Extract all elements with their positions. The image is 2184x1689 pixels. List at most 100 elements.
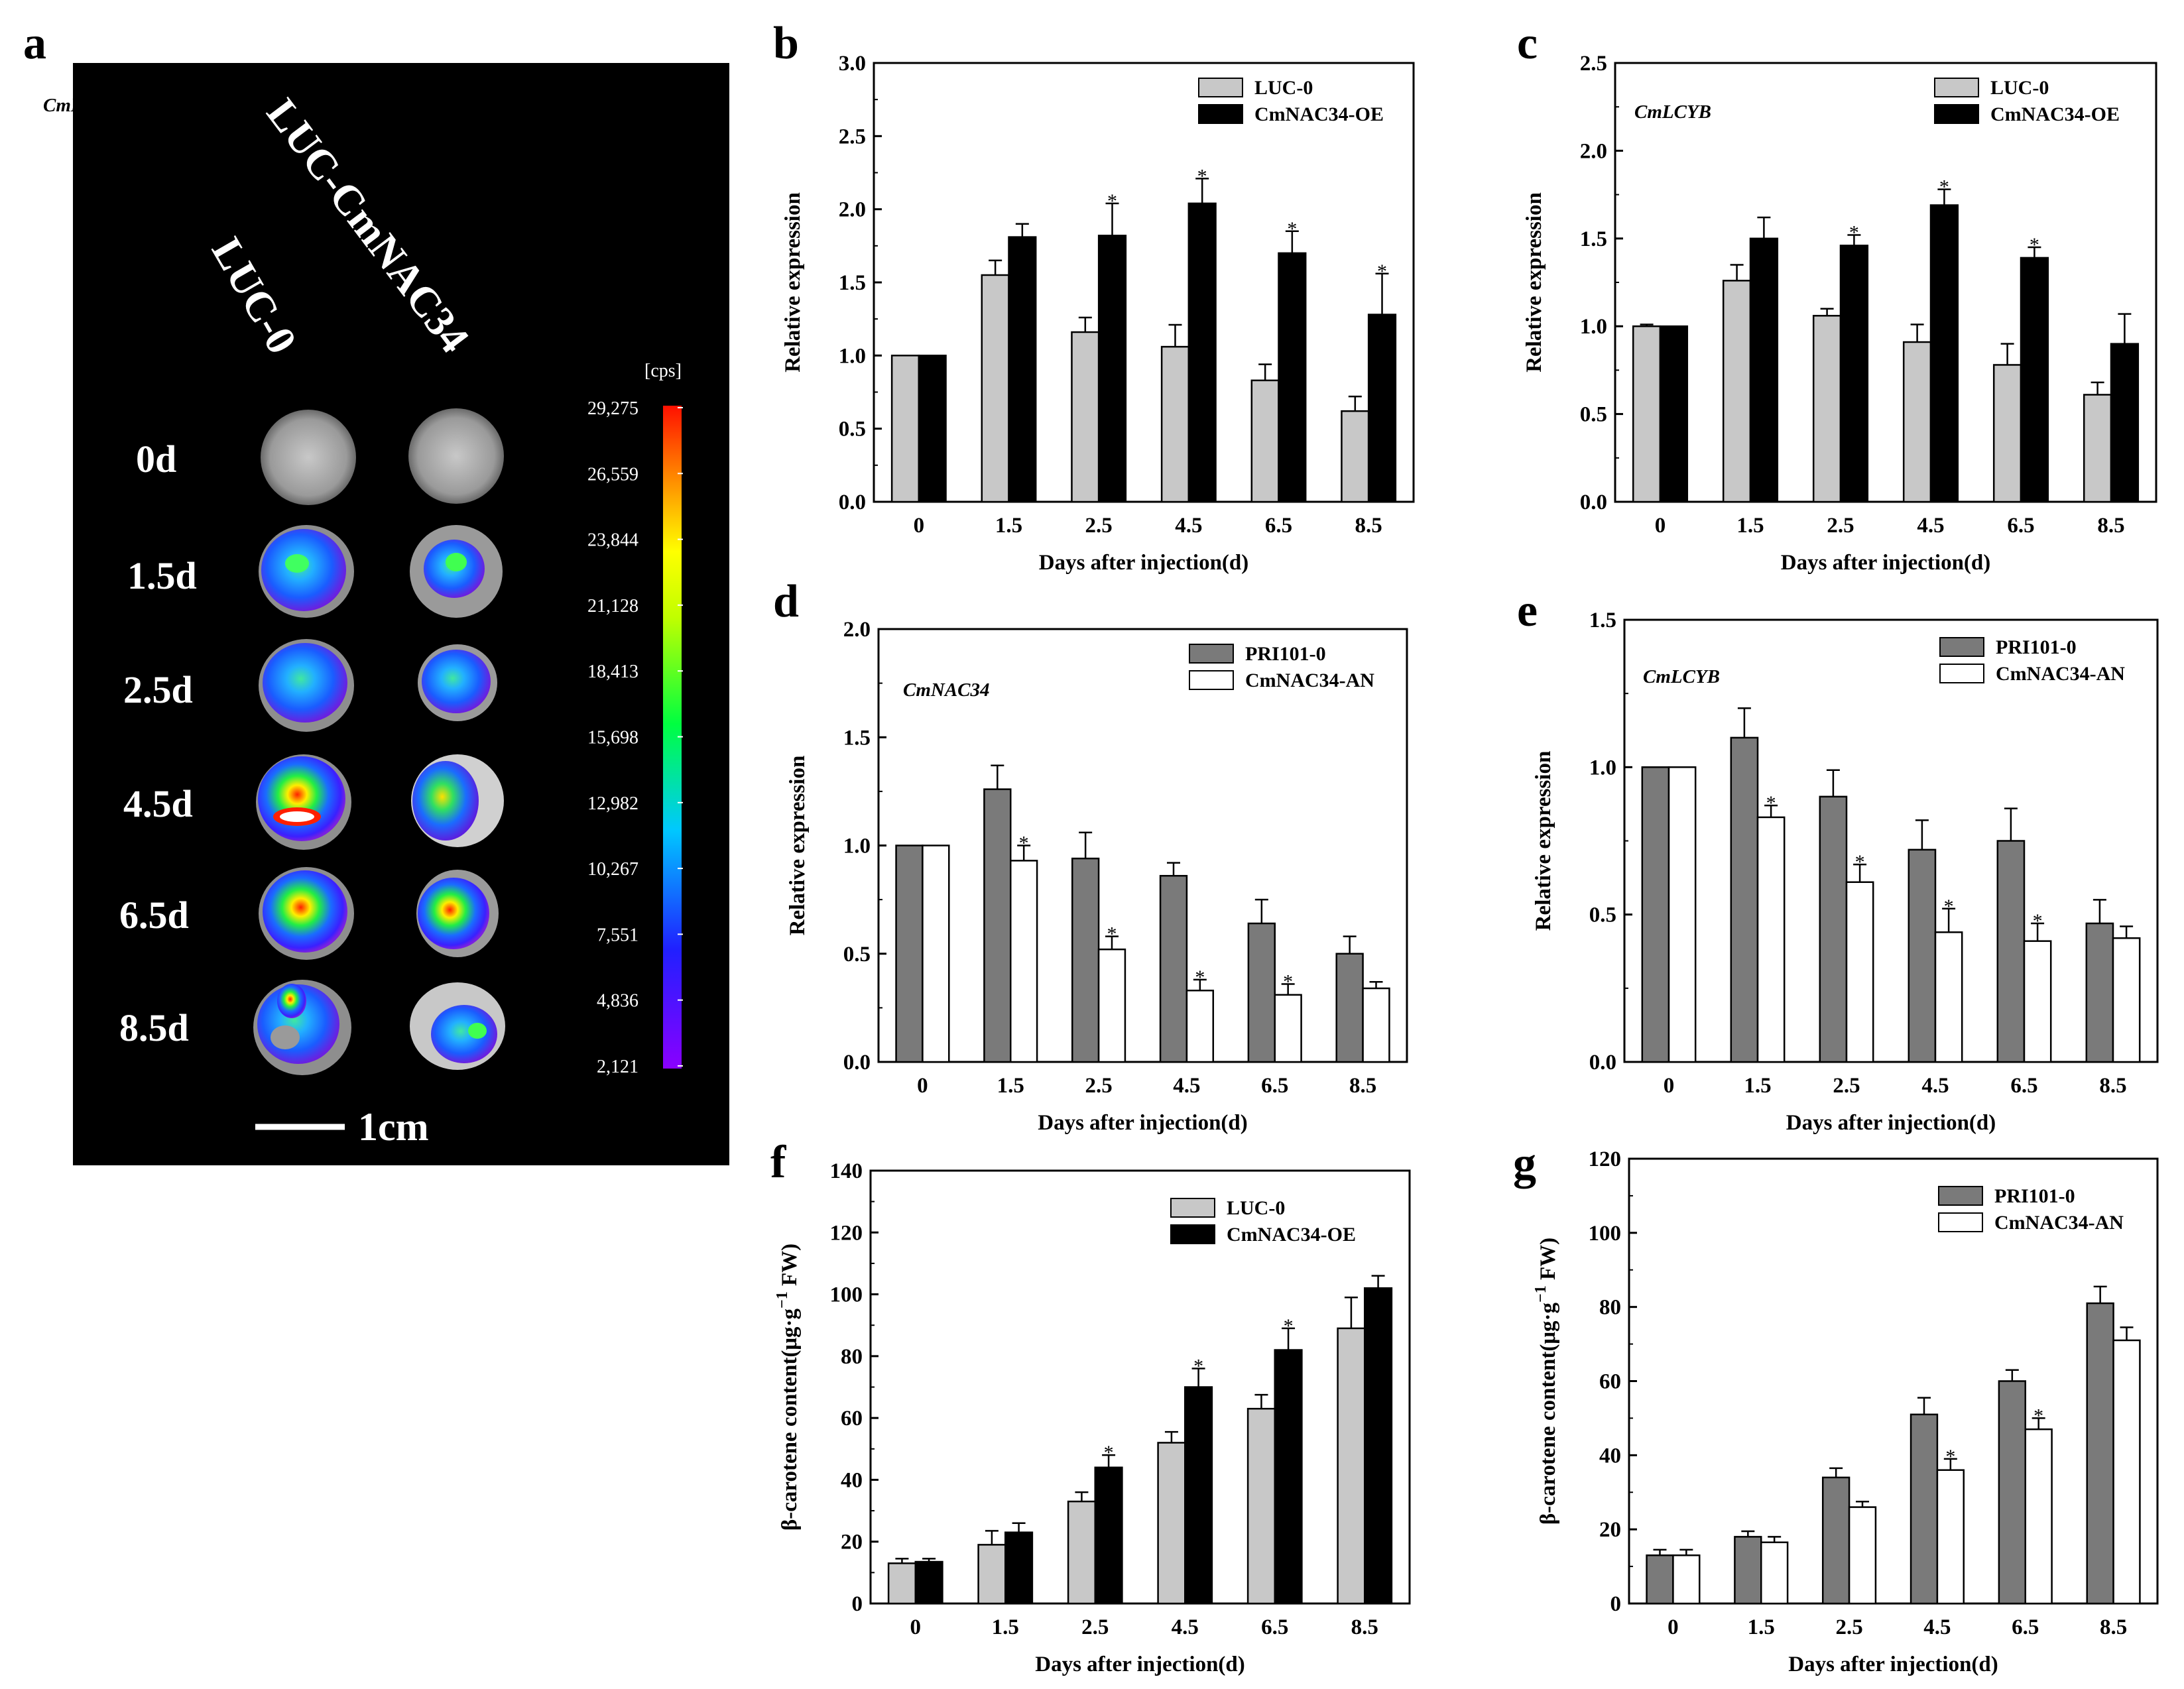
bar-LUC-0-2.5 bbox=[1812, 315, 1842, 503]
bar-LUC-0-0 bbox=[1632, 325, 1662, 503]
x-tick-label: 2.5 bbox=[1835, 1615, 1862, 1639]
row-label-1.5d: 1.5d bbox=[127, 554, 197, 597]
bar-CmNAC34-AN-4.5 bbox=[1934, 931, 1963, 1063]
colorbar-tick-label: 23,844 bbox=[587, 530, 638, 551]
y-axis-label: β-carotene content(μg·g−1 FW) bbox=[774, 1244, 802, 1531]
x-tick-label: 2.5 bbox=[1085, 514, 1113, 538]
bar-PRI101-0-6.5 bbox=[1998, 1380, 2026, 1605]
row-label-6.5d: 6.5d bbox=[119, 894, 189, 937]
bar-CmNAC34-AN-1.5 bbox=[1760, 1541, 1789, 1605]
bar-CmNAC34-AN-1.5 bbox=[1010, 860, 1038, 1063]
x-tick-label: 0 bbox=[914, 514, 925, 538]
bar-CmNAC34-OE-0 bbox=[1659, 325, 1689, 503]
y-tick-label: 1.0 bbox=[1580, 315, 1607, 339]
y-tick-label: 60 bbox=[841, 1407, 863, 1430]
legend-swatch bbox=[1934, 104, 1979, 124]
legend-swatch bbox=[1198, 78, 1243, 97]
dish-oe-6.5d bbox=[416, 870, 499, 957]
panel-label-g: g bbox=[1513, 1138, 1536, 1189]
bar-CmNAC34-OE-4.5 bbox=[1929, 204, 1959, 503]
colorbar-tick-label: 7,551 bbox=[597, 925, 638, 945]
significance-star: * bbox=[1849, 222, 1859, 244]
legend-swatch bbox=[1189, 670, 1234, 690]
legend-label: PRI101-0 bbox=[1994, 1185, 2075, 1207]
bar-CmNAC34-AN-6.5 bbox=[2023, 940, 2052, 1063]
y-tick-label: 0.0 bbox=[1580, 491, 1607, 514]
legend-label: CmNAC34-AN bbox=[1996, 663, 2125, 685]
bar-CmNAC34-OE-6.5 bbox=[1278, 252, 1307, 503]
panel-c: c 0.0 0.5 1.0 1.5 2.0 2.5 0 1.5 2.5 * 4.5 * 6.5 * 8.5 Da… bbox=[1517, 18, 2157, 575]
bar-PRI101-0-8.5 bbox=[2086, 1302, 2114, 1605]
bar-PRI101-0-1.5 bbox=[983, 788, 1012, 1063]
colorbar-unit: [cps] bbox=[644, 361, 682, 381]
dish-oe-0d bbox=[408, 408, 504, 504]
colorbar-tick-label: 15,698 bbox=[587, 728, 638, 748]
bar-PRI101-0-1.5 bbox=[1730, 736, 1759, 1063]
gene-label: CmLCYB bbox=[1634, 101, 1711, 123]
y-tick-label: 1.5 bbox=[1580, 227, 1607, 251]
y-tick-label: 1.5 bbox=[1589, 609, 1616, 632]
y-tick-label: 40 bbox=[1599, 1444, 1621, 1468]
y-tick-label: 0 bbox=[1610, 1592, 1622, 1616]
y-tick-label: 2.5 bbox=[1580, 52, 1607, 76]
bar-CmNAC34-OE-1.5 bbox=[1749, 237, 1779, 503]
plot-frame bbox=[1614, 62, 2157, 503]
bar-CmNAC34-AN-0 bbox=[1672, 1554, 1701, 1605]
y-tick-label: 0.5 bbox=[839, 418, 866, 441]
bar-LUC-0-4.5 bbox=[1157, 1442, 1186, 1605]
bioluminescence-image bbox=[73, 63, 729, 1165]
y-tick-label: 80 bbox=[1599, 1296, 1621, 1320]
x-tick-label: 2.5 bbox=[1833, 1074, 1860, 1098]
significance-star: * bbox=[2030, 234, 2039, 256]
significance-star: * bbox=[1284, 1315, 1294, 1337]
bar-PRI101-0-4.5 bbox=[1908, 848, 1937, 1063]
y-tick-label: 1.5 bbox=[843, 726, 871, 750]
gene-label: CmLCYB bbox=[1643, 666, 1720, 687]
significance-star: * bbox=[1766, 792, 1776, 814]
legend-swatch bbox=[1938, 1212, 1983, 1232]
y-tick-label: 60 bbox=[1599, 1370, 1621, 1394]
x-tick-label: 1.5 bbox=[992, 1615, 1019, 1639]
colorbar-tick-label: 12,982 bbox=[587, 793, 638, 814]
bar-LUC-0-2.5 bbox=[1067, 1500, 1096, 1605]
bar-CmNAC34-AN-6.5 bbox=[2024, 1428, 2053, 1605]
bar-CmNAC34-OE-0 bbox=[918, 355, 947, 503]
bar-PRI101-0-2.5 bbox=[1071, 857, 1100, 1063]
bar-CmNAC34-OE-2.5 bbox=[1094, 1466, 1123, 1605]
bar-LUC-0-2.5 bbox=[1071, 331, 1100, 503]
significance-star: * bbox=[1104, 1442, 1114, 1464]
x-tick-label: 4.5 bbox=[1921, 1074, 1949, 1098]
significance-star: * bbox=[1107, 923, 1117, 945]
bar-LUC-0-8.5 bbox=[1337, 1327, 1366, 1605]
panel-b: b 0.0 0.5 1.0 1.5 2.0 2.5 3.0 0 1.5 2.5 * 4.5 * 6.5 * 8.… bbox=[43, 18, 1415, 575]
dish-oe-4.5d bbox=[411, 754, 504, 847]
gene-label: CmNAC34 bbox=[903, 679, 990, 701]
x-axis-label: Days after injection(d) bbox=[1039, 551, 1249, 575]
bar-LUC-0-8.5 bbox=[2083, 394, 2112, 503]
dish-luc0-1.5d bbox=[259, 525, 354, 618]
y-tick-label: 1.0 bbox=[843, 835, 871, 858]
bar-CmNAC34-AN-2.5 bbox=[1845, 881, 1874, 1063]
x-tick-label: 4.5 bbox=[1917, 514, 1944, 538]
bar-LUC-0-0 bbox=[890, 355, 920, 503]
scale-bar-label: 1cm bbox=[358, 1105, 429, 1149]
bar-PRI101-0-6.5 bbox=[1247, 922, 1276, 1063]
legend-swatch bbox=[1939, 637, 1984, 657]
dish-oe-8.5d bbox=[410, 982, 505, 1070]
y-tick-label: 2.0 bbox=[1580, 139, 1607, 163]
panel-label-a: a bbox=[23, 18, 46, 69]
significance-star: * bbox=[1195, 966, 1205, 988]
significance-star: * bbox=[1377, 261, 1387, 282]
y-axis-label: Relative expression bbox=[1522, 192, 1546, 373]
legend-label: CmNAC34-AN bbox=[1994, 1212, 2124, 1234]
significance-star: * bbox=[1019, 833, 1029, 854]
legend-label: PRI101-0 bbox=[1996, 636, 2077, 658]
colorbar-tick-label: 29,275 bbox=[587, 398, 638, 419]
colorbar-tick-label: 10,267 bbox=[587, 859, 638, 880]
x-tick-label: 8.5 bbox=[2100, 1615, 2127, 1639]
x-tick-label: 8.5 bbox=[2097, 514, 2124, 538]
legend-label: LUC-0 bbox=[1254, 77, 1313, 99]
x-tick-label: 8.5 bbox=[2099, 1074, 2126, 1098]
bar-CmNAC34-OE-1.5 bbox=[1004, 1531, 1034, 1605]
